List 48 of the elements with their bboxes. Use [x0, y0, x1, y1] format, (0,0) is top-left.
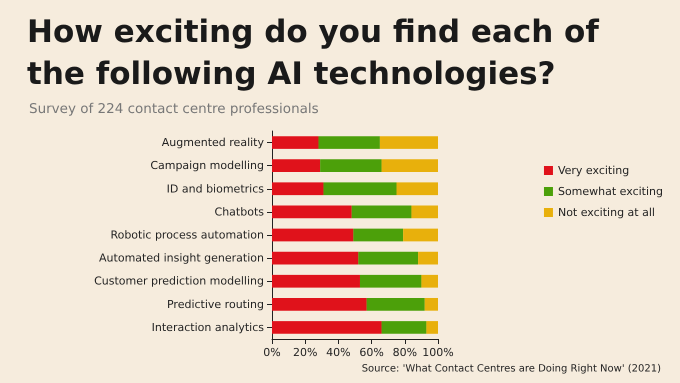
chart-subtitle: Survey of 224 contact centre professionals	[29, 101, 319, 117]
x-tick-label: 80%	[392, 346, 418, 359]
bar	[272, 298, 367, 311]
y-tick-label: ID and biometrics	[166, 182, 264, 196]
y-tick-label: Campaign modelling	[150, 159, 264, 172]
bar	[421, 274, 438, 288]
bar	[353, 228, 404, 242]
y-tick-label: Predictive routing	[166, 298, 264, 311]
bar	[272, 136, 318, 149]
bar	[424, 298, 438, 311]
y-tick-label: Customer prediction modelling	[94, 274, 264, 288]
bar	[272, 321, 382, 334]
legend-label: Not exciting at all	[558, 206, 655, 219]
bar	[403, 228, 438, 242]
bar	[380, 136, 438, 149]
bar	[426, 321, 438, 334]
bar	[366, 298, 425, 311]
y-tick-label: Augmented reality	[162, 136, 264, 150]
x-tick-label: 100%	[422, 346, 454, 359]
x-tick-label: 20%	[292, 346, 318, 359]
bar	[358, 252, 418, 264]
bar	[396, 182, 438, 196]
y-tick-label: Chatbots	[214, 205, 264, 218]
bar	[272, 228, 354, 242]
x-tick-label: 0%	[263, 346, 281, 359]
bar	[411, 206, 438, 218]
bar	[272, 206, 352, 218]
bar	[323, 182, 396, 196]
bar	[272, 182, 324, 196]
bar	[360, 274, 422, 288]
bar	[272, 274, 360, 288]
chart-title: How exciting do you find each of the following AI technologies?	[27, 14, 610, 92]
bar	[352, 206, 412, 218]
y-tick-label: Automated insight generation	[99, 252, 264, 265]
source-note: Source: 'What Contact Centres are Doing Right Now' (2021)	[362, 364, 662, 374]
bar	[418, 252, 438, 264]
bar	[272, 159, 320, 172]
bar	[320, 159, 382, 172]
legend-label: Very exciting	[558, 164, 630, 177]
legend-label: Somewhat exciting	[558, 185, 664, 198]
bar	[382, 159, 438, 172]
bar	[272, 252, 358, 264]
x-tick-label: 60%	[359, 346, 384, 359]
x-tick-label: 40%	[326, 346, 351, 359]
y-tick-label: Interaction analytics	[152, 320, 264, 334]
bar	[318, 136, 380, 149]
y-tick-label: Robotic process automation	[110, 228, 264, 242]
bar	[382, 321, 426, 334]
